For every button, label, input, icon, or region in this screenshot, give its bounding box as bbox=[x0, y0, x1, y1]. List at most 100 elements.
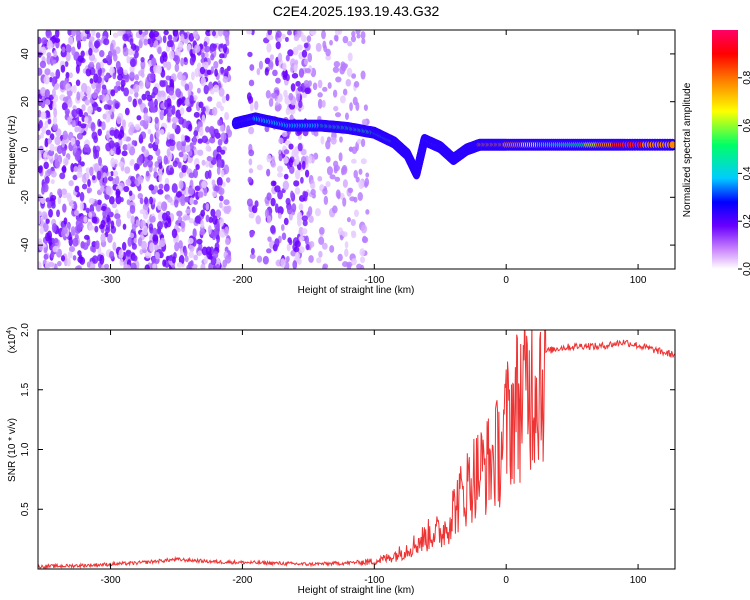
spectrogram-cell bbox=[334, 34, 339, 42]
x-tick-label: -200 bbox=[232, 275, 252, 286]
spectrogram-cell bbox=[95, 32, 101, 39]
spectrogram-cell bbox=[38, 210, 43, 217]
spectrogram-cell bbox=[183, 249, 188, 257]
spectrogram-cell bbox=[195, 215, 201, 224]
spectrogram-cell bbox=[264, 67, 269, 76]
spectrogram-cell bbox=[254, 100, 259, 111]
spectrogram-cell bbox=[112, 32, 119, 39]
spectrogram-cell bbox=[266, 43, 272, 53]
spectrogram-cell bbox=[143, 149, 150, 158]
spectrogram-cell bbox=[290, 190, 294, 200]
spectrogram-cell bbox=[88, 211, 93, 218]
spectrogram-cell bbox=[194, 68, 200, 78]
spectrogram-cell bbox=[351, 30, 356, 37]
spectrogram-cell bbox=[300, 176, 304, 184]
spectrogram-cell bbox=[60, 188, 68, 195]
spectrogram-cell bbox=[159, 80, 166, 88]
spectrogram-cell bbox=[115, 175, 120, 185]
spectrogram-cell bbox=[325, 155, 331, 163]
spectrogram-cell bbox=[50, 178, 55, 185]
spectrogram-cell bbox=[256, 164, 263, 171]
spectrogram-cell bbox=[326, 166, 334, 176]
spectrogram-cell bbox=[129, 204, 136, 214]
spectrogram-cell bbox=[124, 72, 130, 83]
spectrogram-cell bbox=[282, 74, 288, 81]
spectrogram-cell bbox=[112, 49, 117, 57]
spectrogram-cell bbox=[166, 61, 172, 71]
spectrogram-cell bbox=[266, 154, 272, 163]
spectrogram-cell bbox=[190, 71, 195, 81]
spectrogram-cell bbox=[184, 83, 190, 91]
spectrogram-cell bbox=[148, 184, 155, 191]
spectrogram-cell bbox=[322, 86, 328, 92]
spectrogram-cell bbox=[102, 113, 107, 120]
spectrogram-cell bbox=[304, 169, 310, 178]
spectrogram-cell bbox=[88, 197, 95, 205]
spectrogram-cell bbox=[44, 98, 50, 105]
spectrogram-cell bbox=[200, 219, 205, 228]
spectrogram-cell bbox=[40, 111, 47, 119]
spectrogram-cell bbox=[74, 152, 81, 162]
spectrogram-cell bbox=[80, 123, 87, 129]
spectrogram-cell bbox=[162, 35, 167, 44]
spectrogram-cell bbox=[152, 86, 159, 96]
spectrogram-cell bbox=[292, 260, 298, 269]
spectrogram-cell bbox=[38, 134, 41, 141]
spectrogram-cell bbox=[146, 94, 153, 102]
spectrogram-cell bbox=[44, 137, 49, 148]
spectrogram-cell bbox=[248, 95, 254, 105]
spectrogram-cell bbox=[224, 32, 230, 42]
spectrogram-cell bbox=[131, 254, 138, 262]
spectrogram-cell bbox=[132, 98, 137, 108]
spectrogram-cell bbox=[347, 187, 354, 194]
spectrogram-cell bbox=[325, 181, 331, 188]
spectrogram-cell bbox=[41, 126, 47, 134]
spectrogram-cell bbox=[211, 179, 216, 187]
spectrogram-y-label: Frequency (Hz) bbox=[7, 116, 18, 185]
spectrogram-cell bbox=[142, 209, 149, 220]
spectrogram-cell bbox=[94, 240, 100, 250]
spectrogram-cell bbox=[144, 264, 150, 269]
spectrogram-cell bbox=[342, 197, 347, 207]
spectrogram-cell bbox=[70, 162, 75, 173]
spectrogram-cell bbox=[298, 235, 305, 242]
spectrogram-cell bbox=[92, 102, 99, 111]
spectrogram-cell bbox=[168, 255, 173, 262]
spectrogram-cell bbox=[277, 172, 284, 178]
spectrogram-cell bbox=[133, 237, 138, 244]
spectrogram-cell bbox=[364, 181, 368, 188]
spectrogram-cell bbox=[165, 139, 172, 147]
spectrogram-cell bbox=[73, 203, 78, 211]
spectrogram-cell bbox=[129, 58, 136, 68]
spectrogram-cell bbox=[178, 151, 184, 158]
spectrogram-cell bbox=[264, 57, 271, 65]
spectrogram-cell bbox=[225, 93, 230, 102]
spectrogram-cell bbox=[121, 119, 126, 128]
spectrogram-cell bbox=[39, 226, 45, 235]
spectrogram-cell bbox=[248, 126, 255, 135]
spectrogram-cell bbox=[200, 76, 206, 87]
spectrogram-cell bbox=[223, 164, 230, 175]
spectrogram-cell bbox=[76, 171, 83, 178]
spectrogram-cell bbox=[248, 149, 255, 157]
spectrogram-cell bbox=[220, 43, 224, 49]
spectrogram-cell bbox=[180, 200, 186, 207]
spectrogram-cell bbox=[98, 94, 104, 101]
spectrogram-cell bbox=[49, 133, 55, 141]
spectrogram-cell bbox=[224, 238, 230, 246]
spectrogram-cell bbox=[122, 33, 129, 42]
spectrogram-cell bbox=[192, 135, 197, 146]
spectrogram-cell bbox=[110, 89, 116, 97]
spectrogram-cell bbox=[351, 258, 357, 266]
spectrogram-cell bbox=[308, 215, 314, 224]
spectrogram-cell bbox=[65, 83, 71, 92]
spectrogram-cell bbox=[149, 196, 154, 205]
spectrogram-cell bbox=[63, 217, 68, 225]
spectrogram-cell bbox=[360, 256, 366, 264]
spectrogram-cell bbox=[119, 258, 124, 266]
spectrogram-cell bbox=[171, 105, 176, 115]
spectrogram-cell bbox=[157, 189, 164, 195]
spectrogram-cell bbox=[130, 215, 135, 225]
spectrogram-cell bbox=[51, 223, 57, 233]
spectrogram-cell bbox=[177, 216, 183, 224]
